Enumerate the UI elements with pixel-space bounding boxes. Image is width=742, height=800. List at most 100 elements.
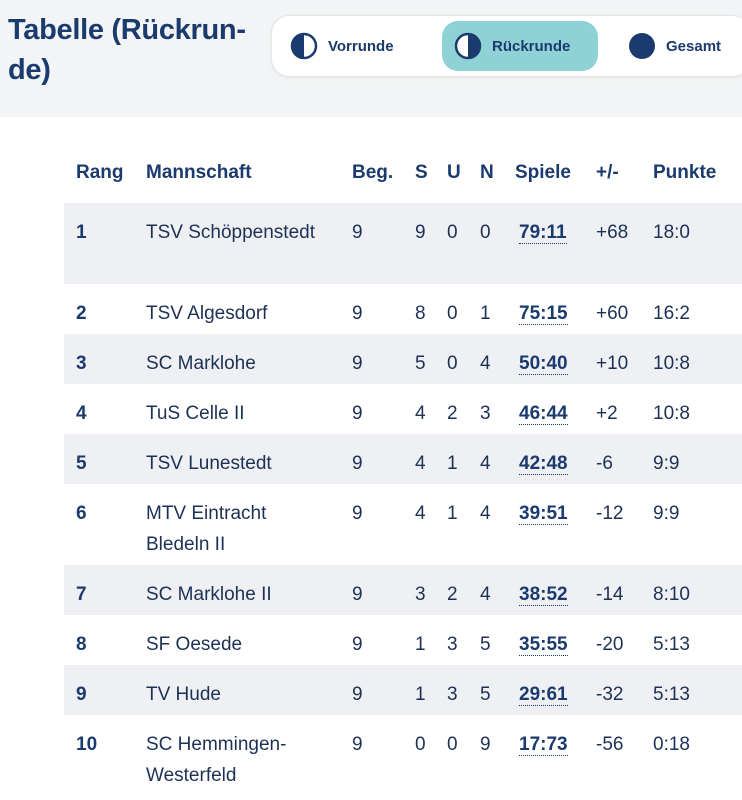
games-link[interactable]: 75:15	[519, 303, 568, 325]
points-cell: 9:9	[653, 503, 680, 524]
wins-cell: 3	[415, 584, 426, 605]
team-cell: TuS Celle II	[146, 403, 245, 424]
points-cell: 16:2	[653, 303, 690, 324]
points-cell: 10:8	[653, 403, 690, 424]
beg-cell: 9	[352, 303, 363, 324]
diff-cell: +10	[596, 353, 629, 374]
points-cell: 0:18	[653, 734, 690, 755]
losses-cell: 3	[480, 403, 491, 424]
team-cell: TSV Algesdorf	[146, 303, 268, 324]
diff-cell: -14	[596, 584, 624, 605]
games-cell: 46:44	[519, 398, 568, 429]
column-header-diff: +/-	[596, 162, 619, 183]
table-row: 3 SC Marklohe 9 5 0 4 50:40 +10 10:8	[64, 334, 742, 384]
beg-cell: 9	[352, 684, 363, 705]
points-cell: 5:13	[653, 634, 690, 655]
games-link[interactable]: 35:55	[519, 634, 568, 656]
losses-cell: 5	[480, 684, 491, 705]
diff-cell: -56	[596, 734, 624, 755]
page-header: Tabelle (Rückrun-de) Vorrunde Rückrunde …	[0, 0, 742, 117]
draws-cell: 0	[447, 734, 458, 755]
full-circle-icon	[629, 33, 655, 59]
losses-cell: 1	[480, 303, 491, 324]
column-header-punkte: Punkte	[653, 162, 717, 183]
page-title: Tabelle (Rückrun-de)	[8, 14, 246, 86]
round-segmented-control: Vorrunde Rückrunde Gesamt	[271, 15, 742, 77]
points-cell: 8:10	[653, 584, 690, 605]
column-header-mannschaft: Mannschaft	[146, 162, 252, 183]
wins-cell: 1	[415, 634, 426, 655]
segment-rueckrunde[interactable]: Rückrunde	[442, 21, 598, 71]
beg-cell: 9	[352, 222, 363, 243]
column-header-n: N	[480, 162, 494, 183]
games-link[interactable]: 50:40	[519, 353, 568, 375]
draws-cell: 1	[447, 453, 458, 474]
diff-cell: +60	[596, 303, 629, 324]
games-cell: 75:15	[519, 298, 568, 329]
games-link[interactable]: 17:73	[519, 734, 568, 756]
losses-cell: 4	[480, 584, 491, 605]
games-link[interactable]: 42:48	[519, 453, 568, 475]
rang-cell: 6	[76, 503, 87, 524]
games-link[interactable]: 79:11	[519, 222, 567, 244]
games-link[interactable]: 29:61	[519, 684, 568, 706]
draws-cell: 2	[447, 403, 458, 424]
segment-vorrunde[interactable]: Vorrunde	[290, 21, 440, 71]
half-circle-right-icon	[454, 32, 482, 60]
beg-cell: 9	[352, 353, 363, 374]
beg-cell: 9	[352, 634, 363, 655]
wins-cell: 0	[415, 734, 426, 755]
games-link[interactable]: 46:44	[519, 403, 568, 425]
games-link[interactable]: 38:52	[519, 584, 568, 606]
rang-cell: 5	[76, 453, 87, 474]
beg-cell: 9	[352, 453, 363, 474]
diff-cell: +2	[596, 403, 618, 424]
team-cell: SF Oesede	[146, 634, 243, 655]
table-row: 2 TSV Algesdorf 9 8 0 1 75:15 +60 16:2	[64, 284, 742, 334]
games-cell: 79:11	[519, 217, 567, 248]
rang-cell: 10	[76, 734, 98, 755]
segment-label: Vorrunde	[328, 37, 394, 55]
column-header-rang: Rang	[76, 162, 124, 183]
games-cell: 50:40	[519, 348, 568, 379]
draws-cell: 3	[447, 684, 458, 705]
points-cell: 18:0	[653, 222, 690, 243]
losses-cell: 5	[480, 634, 491, 655]
draws-cell: 0	[447, 222, 458, 243]
games-cell: 35:55	[519, 629, 568, 660]
wins-cell: 9	[415, 222, 426, 243]
games-cell: 29:61	[519, 679, 568, 710]
diff-cell: +68	[596, 222, 629, 243]
beg-cell: 9	[352, 584, 363, 605]
rang-cell: 8	[76, 634, 87, 655]
rang-cell: 4	[76, 403, 87, 424]
table-row: 7 SC Marklohe II 9 3 2 4 38:52 -14 8:10	[64, 565, 742, 615]
column-header-s: S	[415, 162, 428, 183]
table-row: 8 SF Oesede 9 1 3 5 35:55 -20 5:13	[64, 615, 742, 665]
team-cell: SC Marklohe	[146, 353, 256, 374]
points-cell: 10:8	[653, 353, 690, 374]
team-cell: TSV Lunestedt	[146, 453, 272, 474]
losses-cell: 4	[480, 353, 491, 374]
rang-cell: 3	[76, 353, 87, 374]
team-cell: MTV Eintracht Bledeln II	[146, 503, 267, 555]
draws-cell: 0	[447, 303, 458, 324]
diff-cell: -12	[596, 503, 624, 524]
losses-cell: 4	[480, 453, 491, 474]
losses-cell: 9	[480, 734, 491, 755]
team-cell: TSV Schöppenstedt	[146, 222, 315, 243]
games-link[interactable]: 39:51	[519, 503, 568, 525]
rang-cell: 1	[76, 222, 87, 243]
segment-label: Rückrunde	[492, 37, 571, 55]
games-cell: 38:52	[519, 579, 568, 610]
points-cell: 5:13	[653, 684, 690, 705]
segment-label: Gesamt	[666, 37, 722, 55]
segment-gesamt[interactable]: Gesamt	[628, 21, 742, 71]
team-cell: TV Hude	[146, 684, 221, 705]
column-header-spiele: Spiele	[515, 162, 571, 183]
beg-cell: 9	[352, 734, 363, 755]
diff-cell: -32	[596, 684, 624, 705]
draws-cell: 2	[447, 584, 458, 605]
diff-cell: -20	[596, 634, 624, 655]
losses-cell: 4	[480, 503, 491, 524]
